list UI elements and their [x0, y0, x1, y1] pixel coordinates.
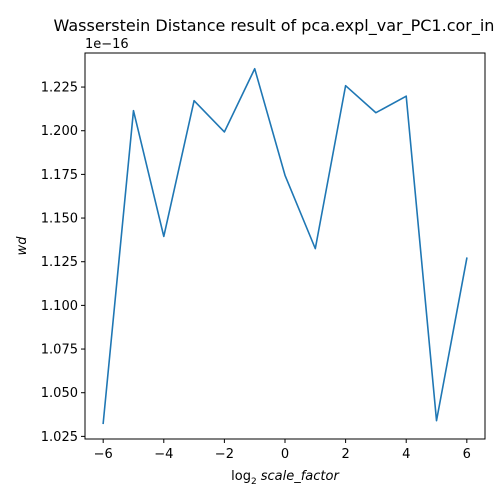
- x-axis-label: log2 scale_factor: [231, 469, 340, 487]
- x-tick-label: −6: [94, 447, 113, 462]
- series-line: [102, 67, 468, 425]
- y-tick-label: 1.200: [41, 124, 78, 139]
- y-tick-label: 1.225: [41, 81, 78, 96]
- x-tick-label: −2: [215, 447, 234, 462]
- plot-frame: [84, 52, 486, 440]
- y-tick-label: 1.150: [41, 212, 78, 227]
- y-tick-label: 1.175: [41, 168, 78, 183]
- x-axis-label-base: log: [231, 469, 251, 484]
- x-tick-label: −4: [154, 447, 173, 462]
- y-tick-label: 1.125: [41, 255, 78, 270]
- y-tick-label: 1.050: [41, 386, 78, 401]
- x-axis-label-variable: scale_factor: [261, 469, 341, 484]
- x-tick-label: 6: [463, 447, 471, 462]
- y-tick-label: 1.075: [41, 343, 78, 358]
- chart-title: Wasserstein Distance result of pca.expl_…: [54, 16, 495, 36]
- x-tick-label: 2: [341, 447, 349, 462]
- x-axis-label-subscript: 2: [251, 477, 257, 487]
- x-tick-label: 0: [281, 447, 289, 462]
- y-tick-label: 1.025: [41, 430, 78, 445]
- x-axis-ticks: −6 −4 −2 0 2 4 6: [94, 439, 471, 462]
- series-group: [102, 67, 468, 425]
- y-axis-ticks: 1.025 1.050 1.075 1.100 1.125 1.150 1.175 1.200…: [41, 81, 85, 445]
- y-axis-label: wd: [15, 236, 30, 256]
- x-tick-label: 4: [402, 447, 410, 462]
- y-offset-text: 1e−16: [85, 37, 129, 52]
- y-tick-label: 1.100: [41, 299, 78, 314]
